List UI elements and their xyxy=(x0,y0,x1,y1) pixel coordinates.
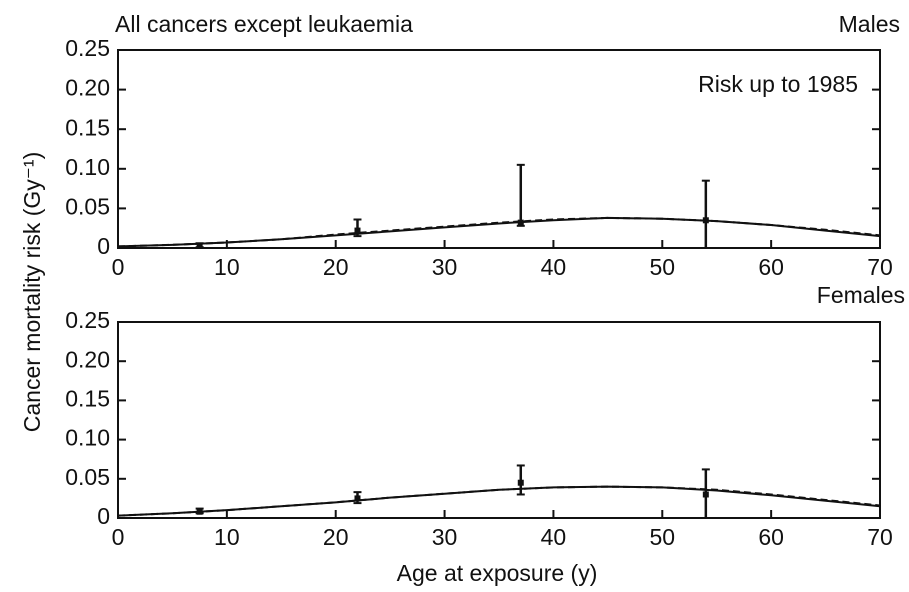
point xyxy=(354,495,361,502)
panel-label: Females xyxy=(817,282,905,308)
y-tick-label: 0.25 xyxy=(65,35,110,61)
y-tick-label: 0.05 xyxy=(65,464,110,490)
point xyxy=(196,508,203,515)
annotation: Risk up to 1985 xyxy=(698,71,858,97)
x-tick-label: 10 xyxy=(214,254,240,280)
x-tick-label: 0 xyxy=(112,254,125,280)
plot-frame xyxy=(117,49,881,249)
x-tick-label: 10 xyxy=(214,524,240,550)
x-tick-label: 0 xyxy=(112,524,125,550)
y-tick-label: 0.05 xyxy=(65,193,110,219)
y-tick-label: 0.15 xyxy=(65,114,110,140)
point xyxy=(196,242,203,249)
x-tick-label: 70 xyxy=(867,524,893,550)
y-tick-label: 0.10 xyxy=(65,425,110,451)
x-tick-label: 40 xyxy=(541,524,567,550)
point xyxy=(354,227,361,234)
x-tick-label: 60 xyxy=(758,524,784,550)
y-tick-label: 0 xyxy=(97,233,110,259)
point xyxy=(517,479,524,486)
y-tick-label: 0 xyxy=(97,503,110,529)
x-tick-label: 30 xyxy=(432,524,458,550)
y-tick-label: 0.15 xyxy=(65,385,110,411)
y-tick-label: 0.25 xyxy=(65,307,110,333)
curve xyxy=(117,216,881,248)
plot-frame xyxy=(117,321,881,519)
x-tick-label: 30 xyxy=(432,254,458,280)
point xyxy=(702,491,709,498)
x-tick-label: 40 xyxy=(541,254,567,280)
x-tick-label: 20 xyxy=(323,524,349,550)
chart-title: All cancers except leukaemia xyxy=(115,11,413,37)
x-tick-label: 60 xyxy=(758,254,784,280)
x-tick-label: 50 xyxy=(649,524,675,550)
x-tick-label: 70 xyxy=(867,254,893,280)
point xyxy=(517,219,524,226)
y-tick-label: 0.20 xyxy=(65,346,110,372)
point xyxy=(702,217,709,224)
y-axis-label: Cancer mortality risk (Gy⁻¹) xyxy=(19,152,45,433)
x-tick-label: 20 xyxy=(323,254,349,280)
curve xyxy=(117,485,881,517)
y-tick-label: 0.10 xyxy=(65,154,110,180)
panel-label: Males xyxy=(839,11,900,37)
curve xyxy=(117,485,881,517)
x-tick-label: 50 xyxy=(649,254,675,280)
y-tick-label: 0.20 xyxy=(65,75,110,101)
x-axis-label: Age at exposure (y) xyxy=(397,560,598,586)
